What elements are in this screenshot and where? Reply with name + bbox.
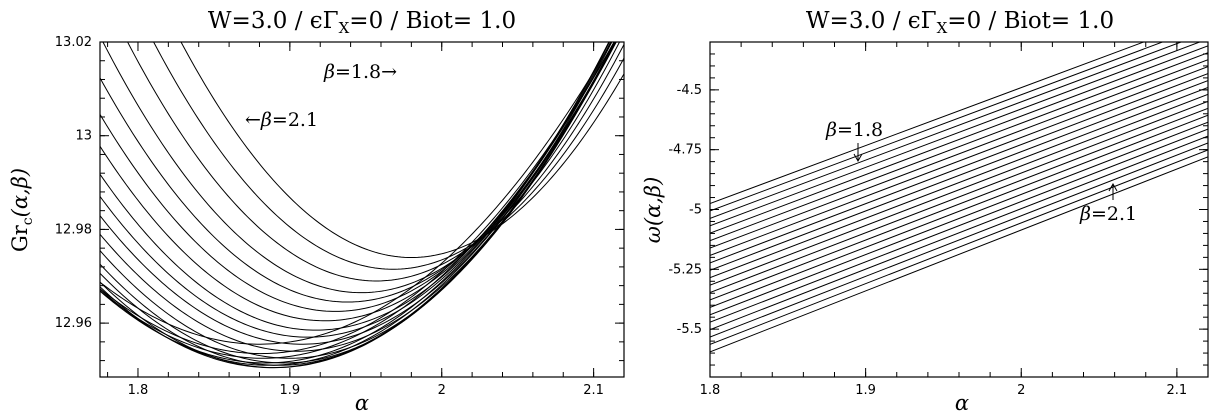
right-annotation-beta-2-1: β=2.1 xyxy=(1079,203,1137,225)
left-annotation-beta-1-8: β=1.8→ xyxy=(323,61,397,83)
right-series-line-beta-1.845 xyxy=(710,42,1202,227)
right-x-tick-label: 2.1 xyxy=(1167,383,1188,398)
right-series-line-beta-1.92 xyxy=(710,73,1208,264)
left-y-axis-label: Grc(α,β) xyxy=(8,168,36,252)
left-x-tick-label: 2 xyxy=(438,383,446,398)
right-ticks: 1.8 1.9 2 2.1 -5.5 -5.25 -5 -4.75 -4.5 xyxy=(668,41,1209,398)
right-chart: W=3.0 / ϵΓX=0 / Biot= 1.0 1.8 1.9 2 2.1 -5.5… xyxy=(641,8,1209,415)
left-y-tick-label: 13 xyxy=(75,129,92,144)
right-annotation-beta-1-8: β=1.8 xyxy=(825,119,883,141)
left-x-axis-label: α xyxy=(355,391,369,415)
right-series-line-beta-2.04 xyxy=(710,128,1208,323)
left-series-line-beta-1.8 xyxy=(180,42,624,259)
left-ticks: 1.8 1.9 2 2.1 12.96 12.98 13 13.02 xyxy=(55,35,625,398)
left-x-tick-label: 1.8 xyxy=(128,383,149,398)
right-series-line-beta-2.01 xyxy=(710,114,1208,308)
right-x-tick-label: 1.9 xyxy=(855,383,876,398)
right-arrow-beta-1-8 xyxy=(853,143,863,163)
right-series-line-beta-1.86 xyxy=(710,45,1208,234)
left-series-line-beta-2.04 xyxy=(100,42,617,366)
right-series-line-beta-2.07 xyxy=(710,142,1208,338)
right-arrow-beta-2-1 xyxy=(1108,182,1118,200)
left-x-tick-label: 1.9 xyxy=(280,383,301,398)
left-x-tick-label: 2.1 xyxy=(583,383,604,398)
right-x-tick-label: 2 xyxy=(1017,383,1025,398)
right-y-tick-label: -5.25 xyxy=(668,262,702,277)
right-y-axis-label: ω(α,β) xyxy=(641,177,665,244)
left-y-tick-label: 12.96 xyxy=(55,316,92,331)
right-series-line-beta-1.89 xyxy=(710,59,1208,249)
right-series-line-beta-1.8 xyxy=(710,42,1146,204)
left-plot-frame xyxy=(99,41,625,378)
right-y-tick-label: -5 xyxy=(689,203,702,218)
right-series-line-beta-1.935 xyxy=(710,80,1208,271)
left-series-line-beta-1.83 xyxy=(127,42,624,282)
left-chart: W=3.0 / ϵΓX=0 / Biot= 1.0 1.8 1.9 2 2.1 12.9… xyxy=(8,8,625,415)
left-y-tick-label: 12.98 xyxy=(55,222,92,237)
right-series-line-beta-1.815 xyxy=(710,42,1164,212)
left-series-line-beta-1.89 xyxy=(100,42,610,322)
right-y-tick-label: -5.5 xyxy=(677,322,702,337)
left-chart-title: W=3.0 / ϵΓX=0 / Biot= 1.0 xyxy=(208,8,516,37)
left-annotation-beta-2-1: ←β=2.1 xyxy=(245,109,318,131)
right-chart-title: W=3.0 / ϵΓX=0 / Biot= 1.0 xyxy=(806,8,1114,37)
right-series-line-beta-2.055 xyxy=(710,135,1208,331)
left-y-tick-label: 13.02 xyxy=(55,35,92,50)
right-series-line-beta-2.085 xyxy=(710,149,1208,345)
right-x-tick-label: 1.8 xyxy=(700,383,721,398)
right-series-line-beta-1.995 xyxy=(710,107,1208,301)
right-x-axis-label: α xyxy=(955,391,969,415)
right-series-line-beta-1.965 xyxy=(710,93,1208,286)
right-y-tick-label: -4.75 xyxy=(668,143,702,158)
right-series-line-beta-2.025 xyxy=(710,121,1208,316)
left-series-line-beta-2.1 xyxy=(100,42,613,345)
right-series-line-beta-1.95 xyxy=(710,86,1208,279)
right-y-tick-label: -4.5 xyxy=(677,83,702,98)
right-series-line-beta-1.83 xyxy=(710,42,1183,219)
left-series-line-beta-2.07 xyxy=(100,42,615,359)
left-series-line-beta-2.055 xyxy=(100,42,617,364)
right-series-line-beta-2.1 xyxy=(710,156,1208,353)
left-series-line-beta-1.815 xyxy=(153,42,624,270)
right-series-line-beta-1.875 xyxy=(710,52,1208,242)
left-curves xyxy=(100,42,624,369)
right-curves xyxy=(710,42,1208,353)
left-series-line-beta-2.085 xyxy=(100,42,615,355)
right-series-line-beta-1.905 xyxy=(710,66,1208,256)
right-series-line-beta-1.98 xyxy=(710,100,1208,293)
left-series-line-beta-2.025 xyxy=(100,42,617,369)
